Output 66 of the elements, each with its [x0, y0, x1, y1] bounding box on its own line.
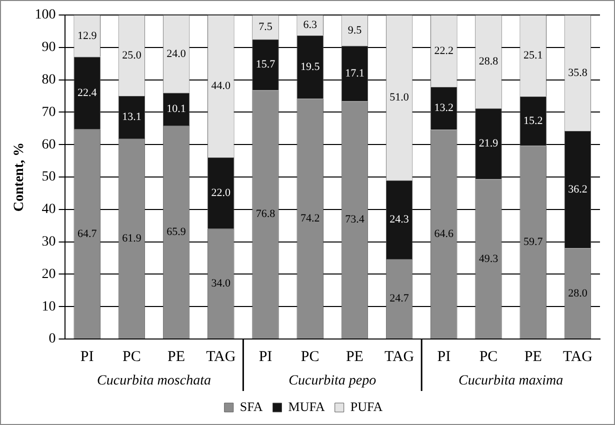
data-label: 15.2 — [523, 114, 543, 127]
legend-label: MUFA — [288, 398, 326, 414]
data-label: 13.2 — [434, 102, 454, 114]
y-tick-label: 70 — [42, 104, 56, 120]
x-tick-label: PI — [258, 348, 272, 365]
data-label: 15.7 — [256, 58, 276, 71]
data-label: 9.5 — [348, 24, 362, 36]
y-tick-label: 10 — [42, 299, 56, 314]
legend-label: SFA — [240, 398, 264, 414]
data-label: 22.2 — [434, 44, 454, 57]
data-label: 12.9 — [77, 30, 98, 42]
data-label: 76.8 — [256, 208, 276, 220]
data-label: 7.5 — [258, 21, 273, 34]
y-tick-label: 0 — [48, 332, 56, 347]
y-tick-label: 50 — [42, 170, 56, 185]
data-label: 22.0 — [211, 187, 232, 200]
data-label: 28.0 — [568, 287, 588, 300]
data-label: 64.7 — [77, 228, 98, 240]
x-tick-label: PI — [80, 348, 94, 365]
y-tick-label: 100 — [34, 8, 56, 23]
text: Cucurbita pepo — [288, 374, 376, 389]
x-tick-label: PE — [524, 348, 542, 365]
data-label: 6.3 — [303, 19, 318, 32]
x-tick-label: PC — [300, 348, 320, 365]
text: Cucurbita maxima — [458, 374, 564, 389]
data-label: 35.8 — [568, 66, 588, 79]
data-label: 44.0 — [211, 80, 232, 92]
data-label: 13.1 — [122, 111, 142, 124]
x-tick-label: PC — [479, 348, 498, 365]
data-label: 61.9 — [122, 232, 142, 244]
x-tick-label: TAG — [206, 348, 236, 365]
data-label: 64.6 — [434, 228, 454, 240]
data-label: 17.1 — [345, 67, 364, 80]
data-label: 34.0 — [211, 278, 232, 290]
data-label: 49.3 — [478, 252, 499, 265]
x-tick-label: TAG — [384, 348, 414, 365]
y-tick-label: 90 — [42, 40, 56, 56]
y-tick-label: 20 — [42, 266, 56, 282]
x-tick-label: PI — [437, 348, 451, 365]
data-label: 24.0 — [166, 48, 186, 60]
data-label: 25.1 — [523, 50, 543, 62]
legend-label: PUFA — [350, 398, 384, 414]
y-tick-label: 60 — [42, 137, 56, 152]
data-label: 51.0 — [390, 92, 410, 104]
data-label: 65.9 — [166, 226, 186, 238]
y-tick-label: 30 — [42, 234, 56, 250]
data-label: 22.4 — [77, 86, 98, 99]
x-tick-label: PC — [122, 348, 141, 365]
data-label: 74.2 — [300, 212, 320, 224]
text: Cucurbita moschata — [97, 374, 211, 389]
data-label: 19.5 — [300, 60, 320, 73]
x-tick-label: PE — [346, 348, 364, 365]
y-tick-label: 40 — [42, 202, 56, 218]
data-label: 73.4 — [345, 214, 365, 226]
data-label: 36.2 — [568, 184, 588, 196]
y-axis-title: Content, % — [12, 142, 28, 212]
data-label: 25.0 — [122, 49, 142, 62]
data-label: 28.8 — [478, 56, 499, 68]
data-label: 10.1 — [166, 103, 186, 116]
x-tick-label: TAG — [562, 348, 593, 365]
data-label: 24.7 — [390, 292, 410, 305]
data-label: 21.9 — [478, 138, 499, 150]
y-tick-label: 80 — [42, 72, 56, 88]
data-label: 59.7 — [523, 236, 544, 248]
data-label: 24.3 — [390, 213, 410, 226]
x-tick-label: PE — [168, 348, 186, 365]
